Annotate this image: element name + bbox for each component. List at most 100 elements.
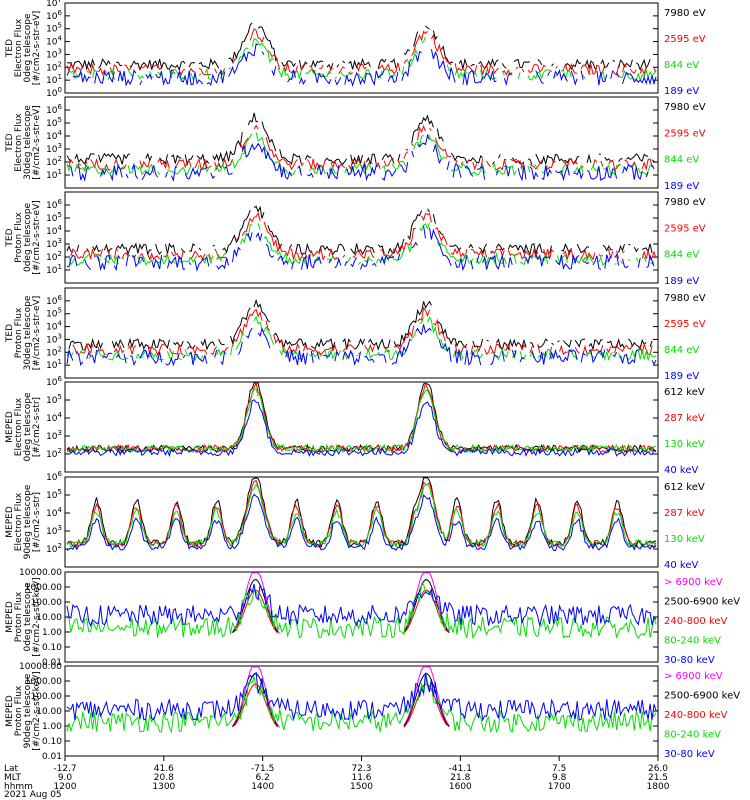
y-tick-label: 1.00 xyxy=(42,628,62,638)
series-3 xyxy=(66,483,657,548)
y-tick-label: 10.00 xyxy=(36,707,62,717)
legend-entry: 287 keV xyxy=(664,413,705,424)
x-tick-label: 9.8 xyxy=(552,773,567,783)
panel-7: 10000.00 1000.00 100.00 10.00 1.00 0.10 0.01 ME… xyxy=(5,568,740,668)
legend-entry: 189 eV xyxy=(664,371,699,382)
y-tick-label: 10.00 xyxy=(36,613,62,623)
y-tick-label: 102 xyxy=(46,155,62,168)
y-tick-label: 104 xyxy=(46,411,62,424)
x-tick-label: 1800 xyxy=(647,782,670,792)
series-4 xyxy=(66,582,657,640)
x-tick-label: 1600 xyxy=(449,782,472,792)
y-tick-label: 100.00 xyxy=(31,692,63,702)
y-tick-label: 102 xyxy=(46,250,62,263)
panel-8: 10000.00 1000.00 100.00 10.00 1.00 0.10 0.01 ME… xyxy=(5,662,740,762)
y-axis-label: 90deg telescope xyxy=(23,673,33,748)
panel-5: 102 103 104 105 106 MEPED Electron Flux 0deg te… xyxy=(5,375,705,476)
x-tick-label: -12.7 xyxy=(53,764,76,774)
y-tick-label: 106 xyxy=(46,103,62,116)
y-axis-label: 30deg telescope xyxy=(23,105,33,180)
y-tick-label: 106 xyxy=(46,470,62,483)
legend-entry: 80-240 keV xyxy=(664,730,721,741)
y-axis-label: 0deg telescope xyxy=(23,392,33,462)
series-1 xyxy=(66,382,657,454)
y-axis-label: [#/cm2-s-str-eV] xyxy=(32,11,42,86)
y-tick-label: 102 xyxy=(46,345,62,358)
legend-entry: 844 eV xyxy=(664,155,699,166)
legend-entry: 7980 eV xyxy=(664,293,706,304)
x-tick-label: 1500 xyxy=(350,782,373,792)
y-tick-label: 101 xyxy=(46,263,62,276)
y-tick-label: 105 xyxy=(46,307,62,320)
y-axis-label: Proton Flux xyxy=(14,685,24,736)
y-axis-label: [#/cm2-s-str-eV] xyxy=(32,105,42,180)
legend-entry: 30-80 keV xyxy=(664,655,715,666)
legend-entry: 7980 eV xyxy=(664,8,706,19)
y-tick-label: 105 xyxy=(46,211,62,224)
y-tick-label: 105 xyxy=(46,393,62,406)
x-tick-label: -41.1 xyxy=(449,764,472,774)
y-tick-label: 101 xyxy=(46,168,62,181)
y-tick-label: 1000.00 xyxy=(25,583,62,593)
series-3 xyxy=(66,388,657,454)
x-tick-label: 1400 xyxy=(251,782,274,792)
date-label: 2021 Aug 05 xyxy=(4,790,62,800)
y-tick-label: 104 xyxy=(46,506,62,519)
series-5 xyxy=(66,583,657,627)
x-tick-label: 1300 xyxy=(152,782,175,792)
y-tick-label: 0.01 xyxy=(42,752,62,762)
y-axis-label: Electron Flux xyxy=(14,397,24,456)
y-tick-label: 0.10 xyxy=(42,643,62,653)
series-3 xyxy=(68,222,655,266)
legend-entry: 130 keV xyxy=(664,534,705,545)
y-tick-label: 104 xyxy=(46,35,62,48)
y-tick-label: 0.01 xyxy=(42,658,62,668)
y-tick-label: 103 xyxy=(46,524,62,537)
y-tick-label: 10000.00 xyxy=(19,662,62,672)
y-tick-label: 1.00 xyxy=(42,722,62,732)
series-2 xyxy=(66,479,657,549)
series-1 xyxy=(69,300,656,349)
legend-entry: 30-80 keV xyxy=(664,749,715,760)
panel-frame xyxy=(64,191,659,284)
y-axis-label: 90deg telescope xyxy=(23,484,33,559)
panel-frame xyxy=(64,2,659,94)
y-tick-label: 102 xyxy=(46,542,62,555)
x-tick-label: 1700 xyxy=(548,782,571,792)
legend-entry: 844 eV xyxy=(664,60,699,71)
series-1 xyxy=(66,112,657,167)
legend-entry: 189 eV xyxy=(664,181,699,192)
y-tick-label: 10000.00 xyxy=(19,568,62,578)
legend-entry: 612 keV xyxy=(664,387,705,398)
y-tick-label: 105 xyxy=(46,116,62,129)
legend-entry: 7980 eV xyxy=(664,102,706,113)
y-tick-label: 101 xyxy=(46,73,62,86)
y-axis-label: Electron Flux xyxy=(14,18,24,77)
x-axis: Lat -12.7 41.6 -71.5 72.3 -41.1 7.5 26.0 MLT 9.0 2… xyxy=(4,756,670,800)
legend-entry: 2500-6900 keV xyxy=(664,691,740,702)
y-axis-label: TED xyxy=(5,324,15,343)
legend-entry: > 6900 keV xyxy=(664,671,723,682)
legend-entry: 40 keV xyxy=(664,465,698,476)
y-axis-label: MEPED xyxy=(5,506,15,538)
y-tick-label: 107 xyxy=(46,0,62,9)
legend-entry: 2595 eV xyxy=(664,223,706,234)
y-axis-label: Proton Flux xyxy=(14,307,24,358)
x-tick-label: 1200 xyxy=(54,782,77,792)
legend-entry: 7980 eV xyxy=(664,197,706,208)
y-tick-label: 106 xyxy=(46,9,62,22)
series-2 xyxy=(66,381,657,454)
y-tick-label: 106 xyxy=(46,198,62,211)
series-4 xyxy=(66,225,655,272)
y-axis-label: Proton Flux xyxy=(14,591,24,642)
panel-frame xyxy=(64,381,659,473)
y-tick-label: 100 xyxy=(46,86,62,99)
legend-entry: 844 eV xyxy=(664,345,699,356)
y-axis-label: TED xyxy=(5,39,15,58)
series-4 xyxy=(66,493,657,552)
y-tick-label: 102 xyxy=(46,447,62,460)
series-4 xyxy=(70,133,655,182)
y-tick-label: 100.00 xyxy=(31,598,63,608)
